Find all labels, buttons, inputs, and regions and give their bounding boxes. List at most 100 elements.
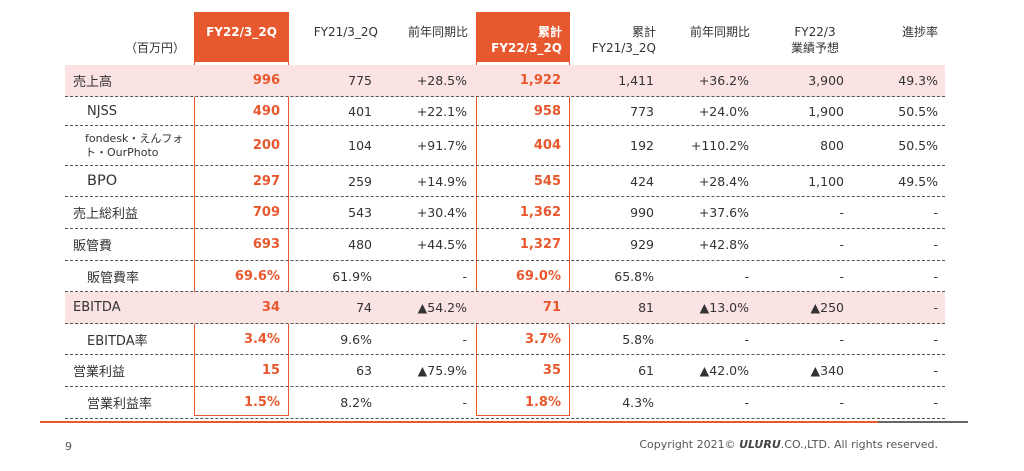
- table-row: EBITDA率 3.4% 9.6% - 3.7% 5.8% - - -: [65, 324, 945, 355]
- value-cell: +28.5%: [416, 73, 467, 88]
- value-cell: 15: [261, 363, 280, 378]
- row-label: 販管費率: [87, 270, 140, 286]
- value-cell: +24.0%: [698, 103, 749, 119]
- row-label: 営業利益: [73, 365, 126, 380]
- value-cell: -: [839, 268, 844, 284]
- value-cell: 49.3%: [898, 73, 938, 88]
- header-col-6: 前年同期比: [689, 25, 750, 39]
- value-cell: -: [744, 395, 749, 410]
- value-cell: +42.8%: [698, 237, 749, 252]
- value-cell: 259: [348, 173, 372, 189]
- row-label: BPO: [87, 173, 118, 189]
- value-cell: 929: [630, 237, 654, 252]
- value-cell: +110.2%: [690, 138, 749, 153]
- value-cell: 61.9%: [332, 268, 372, 284]
- table-row: 販管費 693 480 +44.5% 1,327 929 +42.8% - -: [65, 229, 945, 261]
- value-cell: 401: [348, 103, 372, 119]
- header-col-1: FY22/3_2Q: [206, 25, 277, 39]
- header-col-8: 進捗率: [901, 25, 938, 39]
- value-cell: 996: [252, 73, 280, 88]
- row-label: 営業利益率: [87, 397, 153, 412]
- value-cell: 69.0%: [515, 268, 561, 284]
- page-number: 9: [65, 440, 72, 453]
- value-cell: +14.9%: [416, 173, 467, 189]
- value-cell: -: [839, 237, 844, 252]
- value-cell: -: [462, 331, 467, 347]
- value-cell: 34: [261, 300, 280, 315]
- value-cell: 1,100: [808, 173, 844, 189]
- value-cell: 1.5%: [243, 395, 280, 410]
- value-cell: -: [462, 395, 467, 410]
- value-cell: 63: [356, 363, 372, 378]
- value-cell: +91.7%: [416, 138, 467, 153]
- value-cell: +30.4%: [416, 205, 467, 220]
- value-cell: 773: [630, 103, 654, 119]
- table-row: 売上総利益 709 543 +30.4% 1,362 990 +37.6% - -: [65, 197, 945, 229]
- value-cell: -: [933, 363, 938, 378]
- value-cell: 50.5%: [898, 138, 938, 153]
- value-cell: ▲42.0%: [699, 363, 749, 378]
- copyright-notice: Copyright 2021© ULURU.CO.,LTD. All right…: [639, 438, 938, 451]
- copyright-prefix: Copyright 2021©: [639, 438, 736, 451]
- value-cell: 1,900: [808, 103, 844, 119]
- value-cell: 50.5%: [898, 103, 938, 119]
- row-label: EBITDA: [73, 300, 121, 315]
- copyright-suffix: .CO.,LTD. All rights reserved.: [780, 438, 938, 451]
- value-cell: 4.3%: [622, 395, 654, 410]
- table-row: fondesk・えんフォト・OurPhoto 200 104 +91.7% 404 192…: [65, 126, 945, 166]
- value-cell: ▲250: [810, 300, 844, 315]
- row-label: fondesk・えんフォト・OurPhoto: [85, 131, 184, 159]
- row-label: 売上総利益: [73, 207, 139, 222]
- table-row: 売上高 996 775 +28.5% 1,922 1,411 +36.2% 3,900 49.3…: [65, 65, 945, 97]
- value-cell: 1,922: [519, 73, 561, 88]
- brand-logo-text: ULURU: [739, 438, 781, 451]
- table-row: 営業利益 15 63 ▲75.9% 35 61 ▲42.0% ▲340 -: [65, 355, 945, 387]
- value-cell: 104: [348, 138, 372, 153]
- table-row: EBITDA 34 74 ▲54.2% 71 81 ▲13.0% ▲250 -: [65, 292, 945, 324]
- value-cell: -: [933, 331, 938, 347]
- value-cell: -: [462, 268, 467, 284]
- unit-label: （百万円）: [124, 41, 185, 55]
- value-cell: -: [933, 205, 938, 220]
- header-col-3: 前年同期比: [407, 25, 468, 39]
- value-cell: 709: [252, 205, 280, 220]
- value-cell: 81: [638, 300, 654, 315]
- value-cell: 5.8%: [622, 331, 654, 347]
- value-cell: 1,411: [618, 73, 654, 88]
- value-cell: 775: [348, 73, 372, 88]
- row-label: EBITDA率: [87, 333, 148, 349]
- highlight-header-cumulative-fy22-2q: [476, 12, 570, 62]
- value-cell: +28.4%: [698, 173, 749, 189]
- value-cell: 1.8%: [524, 395, 561, 410]
- value-cell: 543: [348, 205, 372, 220]
- value-cell: 545: [533, 173, 561, 189]
- value-cell: 480: [348, 237, 372, 252]
- value-cell: 35: [542, 363, 561, 378]
- footer-rule: [40, 421, 968, 423]
- value-cell: +37.6%: [698, 205, 749, 220]
- value-cell: -: [933, 300, 938, 315]
- value-cell: ▲340: [810, 363, 844, 378]
- value-cell: ▲54.2%: [417, 300, 467, 315]
- value-cell: 990: [630, 205, 654, 220]
- value-cell: 404: [533, 138, 561, 153]
- value-cell: 49.5%: [898, 173, 938, 189]
- value-cell: 1,327: [519, 237, 561, 252]
- header-col-7: FY22/3 業績予想: [790, 25, 839, 55]
- value-cell: 74: [356, 300, 372, 315]
- header-col-4: 累計 FY22/3_2Q: [491, 25, 562, 55]
- value-cell: -: [744, 268, 749, 284]
- value-cell: ▲75.9%: [417, 363, 467, 378]
- value-cell: ▲13.0%: [699, 300, 749, 315]
- table-row: 営業利益率 1.5% 8.2% - 1.8% 4.3% - - -: [65, 387, 945, 419]
- value-cell: 693: [252, 237, 280, 252]
- value-cell: -: [933, 268, 938, 284]
- value-cell: 1,362: [519, 205, 561, 220]
- value-cell: 61: [638, 363, 654, 378]
- value-cell: 3,900: [808, 73, 844, 88]
- value-cell: 3.7%: [524, 331, 561, 347]
- value-cell: 192: [630, 138, 654, 153]
- value-cell: 69.6%: [234, 268, 280, 284]
- value-cell: -: [933, 237, 938, 252]
- value-cell: 800: [820, 138, 844, 153]
